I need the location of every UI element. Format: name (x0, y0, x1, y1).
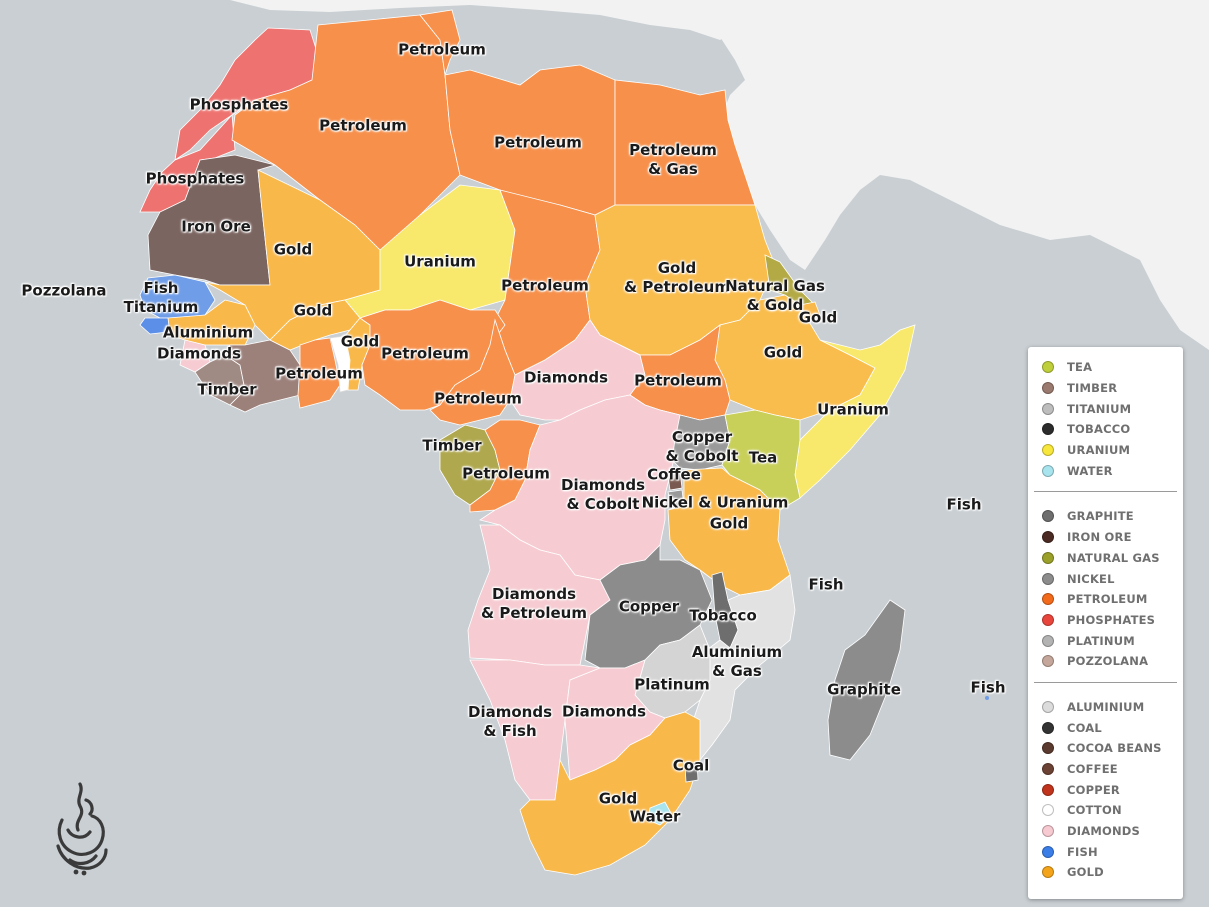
legend-label: TEA (1067, 360, 1093, 375)
legend-label: POZZOLANA (1067, 654, 1149, 669)
country-uganda (671, 414, 731, 471)
legend-swatch (1042, 551, 1054, 564)
legend-item-tea: TEA (1028, 357, 1183, 378)
legend-swatch (1042, 510, 1054, 523)
legend-swatch (1042, 444, 1054, 457)
legend-item-petroleum: PETROLEUM (1028, 589, 1183, 610)
legend-label: TIMBER (1067, 381, 1118, 396)
legend-item-phosphates: PHOSPHATES (1028, 610, 1183, 631)
legend-item-titanium: TITANIUM (1028, 398, 1183, 419)
legend-swatch (1042, 721, 1054, 734)
legend-label: FISH (1067, 844, 1098, 859)
legend-item-coal: COAL (1028, 717, 1183, 738)
europe-landmass (230, 0, 760, 40)
legend-item-iron-ore: IRON ORE (1028, 527, 1183, 548)
country-swaziland (684, 761, 699, 783)
legend-group-3: ALUMINIUM COAL COCOA BEANS COFFEE COPPER… (1028, 687, 1183, 887)
legend-item-diamonds: DIAMONDS (1028, 821, 1183, 842)
legend-divider (1034, 491, 1177, 493)
legend-swatch (1042, 763, 1054, 776)
country-lesotho (647, 801, 673, 826)
legend-label: PETROLEUM (1067, 592, 1148, 607)
legend-item-tobacco: TOBACCO (1028, 419, 1183, 440)
legend-item-fish: FISH (1028, 841, 1183, 862)
legend-item-uranium: URANIUM (1028, 440, 1183, 461)
legend-item-cocoa-beans: COCOA BEANS (1028, 738, 1183, 759)
legend-label: IRON ORE (1067, 530, 1132, 545)
legend-item-water: WATER (1028, 460, 1183, 481)
country-guinea-bissau (139, 317, 171, 335)
legend-label: COAL (1067, 720, 1102, 735)
legend-swatch (1042, 700, 1054, 713)
legend-item-graphite: GRAPHITE (1028, 506, 1183, 527)
legend-group-2: GRAPHITE IRON ORE NATURAL GAS NICKEL PET… (1028, 496, 1183, 676)
legend-swatch (1042, 825, 1054, 838)
legend-swatch (1042, 531, 1054, 544)
country-rwanda (667, 471, 683, 491)
legend-label: URANIUM (1067, 443, 1131, 458)
legend-label: DIAMONDS (1067, 824, 1140, 839)
legend-label: COFFEE (1067, 762, 1118, 777)
legend-label: NATURAL GAS (1067, 550, 1160, 565)
legend-item-pozzolana: POZZOLANA (1028, 651, 1183, 672)
legend-item-platinum: PLATINUM (1028, 630, 1183, 651)
country-namibia (469, 659, 602, 801)
legend-label: PHOSPHATES (1067, 612, 1156, 627)
legend-item-nickel: NICKEL (1028, 568, 1183, 589)
legend-swatch (1042, 423, 1054, 436)
legend-swatch (1042, 572, 1054, 585)
legend-label: COCOA BEANS (1067, 741, 1162, 756)
country-tunisia (419, 9, 461, 76)
legend-swatch (1042, 783, 1054, 796)
legend-label: NICKEL (1067, 571, 1115, 586)
legend-item-gold: GOLD (1028, 862, 1183, 883)
legend-divider (1034, 681, 1177, 683)
legend-panel: TEA TIMBER TITANIUM TOBACCO URANIUM WATE… (1028, 347, 1183, 899)
country-ghana (297, 337, 341, 409)
country-south-africa (519, 711, 701, 876)
country-senegal (139, 274, 216, 319)
legend-group-1: TEA TIMBER TITANIUM TOBACCO URANIUM WATE… (1028, 347, 1183, 485)
legend-swatch (1042, 361, 1054, 374)
legend-item-aluminium: ALUMINIUM (1028, 697, 1183, 718)
legend-swatch (1042, 464, 1054, 477)
legend-label: TITANIUM (1067, 401, 1132, 416)
legend-swatch (1042, 613, 1054, 626)
legend-label: GOLD (1067, 865, 1104, 880)
legend-label: GRAPHITE (1067, 509, 1134, 524)
country-somalia (794, 324, 916, 499)
legend-label: WATER (1067, 463, 1113, 478)
legend-item-natural-gas: NATURAL GAS (1028, 548, 1183, 569)
legend-swatch (1042, 804, 1054, 817)
legend-label: PLATINUM (1067, 633, 1135, 648)
al-jazeera-logo-icon (56, 782, 108, 876)
legend-item-cotton: COTTON (1028, 800, 1183, 821)
legend-label: ALUMINIUM (1067, 699, 1145, 714)
legend-item-copper: COPPER (1028, 779, 1183, 800)
country-madagascar (827, 599, 906, 761)
legend-label: TOBACCO (1067, 422, 1131, 437)
legend-swatch (1042, 655, 1054, 668)
middle-east-landmass (700, 0, 1209, 350)
legend-swatch (1042, 742, 1054, 755)
legend-label: COPPER (1067, 782, 1120, 797)
legend-swatch (1042, 634, 1054, 647)
country-kenya (721, 409, 801, 511)
country-angola (467, 524, 611, 666)
legend-label: COTTON (1067, 803, 1122, 818)
legend-item-coffee: COFFEE (1028, 759, 1183, 780)
legend-swatch (1042, 402, 1054, 415)
legend-item-timber: TIMBER (1028, 378, 1183, 399)
legend-swatch (1042, 845, 1054, 858)
legend-swatch (1042, 593, 1054, 606)
country-burundi (667, 489, 685, 509)
legend-swatch (1042, 866, 1054, 879)
legend-swatch (1042, 382, 1054, 395)
country-mauritius (985, 696, 989, 700)
